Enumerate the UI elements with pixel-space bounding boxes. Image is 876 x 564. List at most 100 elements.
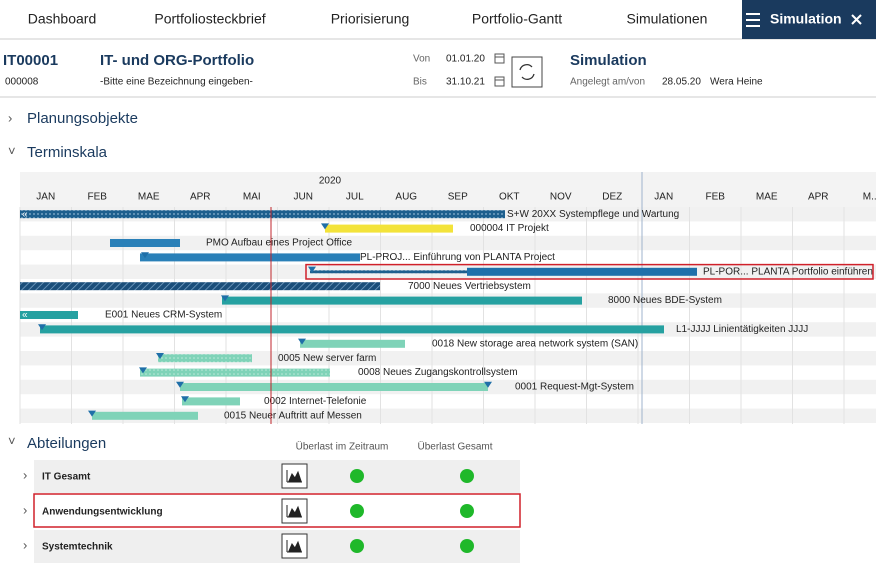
chevron[interactable]: › bbox=[23, 502, 27, 517]
gantt-bar[interactable] bbox=[40, 325, 664, 334]
gantt-bar[interactable] bbox=[467, 267, 697, 276]
month-label: JAN bbox=[654, 192, 673, 203]
nav-bar bbox=[0, 0, 876, 39]
gantt-bar[interactable] bbox=[325, 224, 453, 233]
gantt-label: 8000 Neues BDE-System bbox=[608, 295, 722, 306]
sub-id: 000008 bbox=[5, 77, 39, 88]
gantt-bar[interactable] bbox=[140, 368, 330, 377]
month-label: AUG bbox=[395, 192, 417, 203]
gantt-label: L1-JJJJ Linientätigkeiten JJJJ bbox=[676, 324, 808, 335]
nav-tab[interactable]: Dashboard bbox=[28, 11, 97, 27]
gantt-bar[interactable] bbox=[20, 311, 78, 319]
nav-tab[interactable]: Simulationen bbox=[627, 11, 708, 27]
gantt-bar[interactable] bbox=[300, 339, 405, 348]
gantt-bar[interactable] bbox=[110, 239, 180, 247]
gantt-bar[interactable] bbox=[222, 296, 582, 305]
section-title[interactable]: Terminskala bbox=[27, 144, 108, 161]
gantt-bar[interactable] bbox=[20, 210, 505, 219]
dept-row bbox=[34, 530, 520, 563]
to-label: Bis bbox=[413, 77, 427, 88]
milestone bbox=[156, 353, 164, 359]
scroll-marker: « bbox=[22, 310, 28, 321]
gantt-bar[interactable] bbox=[140, 253, 360, 262]
gantt-label: 0018 New storage area network system (SA… bbox=[432, 338, 638, 349]
milestone bbox=[298, 338, 306, 345]
description[interactable]: -Bitte eine Bezeichnung eingeben- bbox=[100, 77, 253, 88]
timescale-header bbox=[20, 172, 876, 207]
from-label: Von bbox=[413, 54, 430, 65]
month-label: JUL bbox=[346, 192, 364, 203]
highlight-box bbox=[305, 263, 874, 280]
milestone bbox=[321, 223, 329, 230]
status-dot bbox=[350, 504, 364, 518]
to-date[interactable]: 31.10.21 bbox=[446, 77, 485, 88]
column-header: Überlast im Zeitraum bbox=[296, 441, 389, 453]
status-dot bbox=[460, 469, 474, 483]
milestone bbox=[176, 381, 184, 388]
milestone bbox=[38, 324, 46, 331]
milestone bbox=[88, 410, 96, 417]
gantt-label: 000004 IT Projekt bbox=[470, 223, 549, 234]
gantt-label: 0015 Neuer Auftritt auf Messen bbox=[224, 410, 362, 421]
row-stripe bbox=[20, 408, 876, 423]
dept-name[interactable]: IT Gesamt bbox=[42, 472, 91, 483]
chevron[interactable]: › bbox=[8, 110, 12, 125]
from-date[interactable]: 01.01.20 bbox=[446, 54, 485, 65]
month-label: FEB bbox=[706, 192, 726, 203]
gantt-bar[interactable] bbox=[92, 411, 198, 420]
gantt-bar[interactable] bbox=[182, 397, 240, 406]
milestone bbox=[141, 252, 149, 259]
month-label: FEB bbox=[88, 192, 108, 203]
created-label: Angelegt am/von bbox=[570, 77, 645, 88]
chevron[interactable]: › bbox=[23, 467, 27, 482]
status-dot bbox=[460, 504, 474, 518]
departments: Überlast im Zeitraum Überlast Gesamt › IT G… bbox=[23, 441, 521, 563]
chart-icon bbox=[286, 540, 302, 553]
milestone bbox=[221, 295, 229, 302]
active-tab-label[interactable]: Simulation bbox=[770, 11, 842, 27]
status-dot bbox=[350, 539, 364, 553]
status-dot bbox=[350, 469, 364, 483]
month-label: APR bbox=[808, 192, 829, 203]
chart-button[interactable] bbox=[281, 463, 308, 489]
gantt-bar[interactable] bbox=[310, 270, 467, 274]
calendar-icons[interactable] bbox=[494, 53, 505, 87]
month-label: SEP bbox=[448, 192, 468, 203]
nav-tab[interactable]: Portfolio-Gantt bbox=[472, 11, 562, 27]
menu-icon[interactable] bbox=[746, 13, 760, 27]
section-title[interactable]: Abteilungen bbox=[27, 435, 106, 452]
created-by: Wera Heine bbox=[710, 77, 763, 88]
dept-name[interactable]: Systemtechnik bbox=[42, 542, 113, 553]
refresh-button[interactable] bbox=[511, 56, 543, 88]
chevron[interactable]: ˅ bbox=[8, 433, 16, 448]
gantt-bar[interactable] bbox=[180, 383, 488, 391]
row-stripe bbox=[20, 351, 876, 366]
milestone bbox=[308, 266, 316, 273]
dept-row bbox=[34, 460, 520, 493]
month-label: MAE bbox=[756, 192, 778, 203]
milestone bbox=[181, 396, 189, 403]
close-icon[interactable] bbox=[851, 14, 862, 25]
chart-icon bbox=[286, 505, 302, 518]
chart-button[interactable] bbox=[281, 498, 308, 524]
dept-name[interactable]: Anwendungsentwicklung bbox=[42, 507, 163, 518]
nav-tab[interactable]: Portfoliosteckbrief bbox=[154, 11, 265, 27]
chart-icon bbox=[286, 470, 302, 483]
chevron[interactable]: ˅ bbox=[8, 143, 16, 158]
active-tab[interactable] bbox=[742, 0, 876, 39]
chevron[interactable]: › bbox=[23, 537, 27, 552]
section-title[interactable]: Planungsobjekte bbox=[27, 110, 138, 127]
scroll-marker: « bbox=[22, 209, 28, 220]
gantt-bar[interactable] bbox=[158, 354, 252, 363]
chart-button[interactable] bbox=[281, 533, 308, 559]
milestone bbox=[484, 381, 492, 388]
dept-row bbox=[34, 495, 520, 528]
nav-tab[interactable]: Priorisierung bbox=[331, 11, 410, 27]
gantt-bar[interactable] bbox=[20, 282, 380, 291]
month-label: OKT bbox=[499, 192, 520, 203]
month-label: DEZ bbox=[602, 192, 622, 203]
month-label: NOV bbox=[550, 192, 572, 203]
gantt-label: 0001 Request-Mgt-System bbox=[515, 382, 634, 393]
